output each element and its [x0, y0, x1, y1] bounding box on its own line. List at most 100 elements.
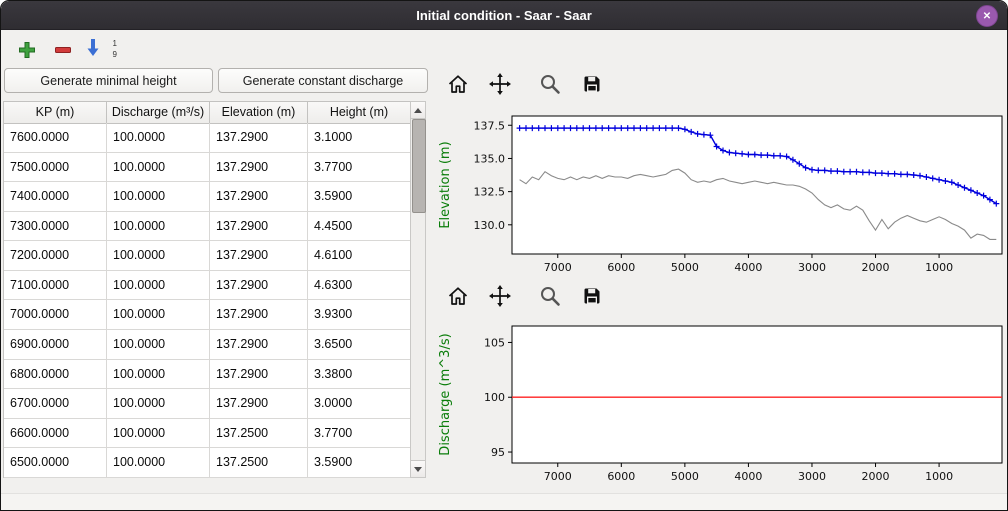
- table-row[interactable]: 7300.0000 100.0000 137.2900 4.4500: [4, 211, 411, 242]
- table-cell[interactable]: 137.2500: [210, 448, 308, 478]
- table-cell[interactable]: 6800.0000: [4, 359, 107, 390]
- plots-panel: 7000 6000 5000 4000 3000 2000 1000 130.0 132.5 13…: [433, 29, 1007, 494]
- table-cell[interactable]: 137.2900: [210, 152, 308, 183]
- table-cell[interactable]: 4.6100: [308, 241, 411, 271]
- table-header-row: KP (m) Discharge (m³/s) Elevation (m) Heigh…: [4, 101, 411, 124]
- scrollbar-thumb[interactable]: [412, 119, 426, 213]
- table-cell[interactable]: 100.0000: [107, 211, 210, 242]
- pan-button[interactable]: [487, 71, 513, 97]
- svg-text:137.5: 137.5: [474, 119, 506, 132]
- column-header[interactable]: Height (m): [308, 101, 411, 124]
- table-cell[interactable]: 137.2900: [210, 300, 308, 331]
- table-cell[interactable]: 137.2900: [210, 123, 308, 153]
- scroll-down-button[interactable]: [411, 460, 425, 477]
- table-row[interactable]: 6600.0000 100.0000 137.2500 3.7700: [4, 418, 411, 449]
- table-cell[interactable]: 7300.0000: [4, 211, 107, 242]
- table-row[interactable]: 7500.0000 100.0000 137.2900 3.7700: [4, 152, 411, 183]
- svg-text:3000: 3000: [798, 470, 826, 483]
- table-cell[interactable]: 100.0000: [107, 418, 210, 449]
- table-cell[interactable]: 7200.0000: [4, 241, 107, 271]
- remove-row-button[interactable]: [49, 37, 77, 65]
- table-row[interactable]: 6700.0000 100.0000 137.2900 3.0000: [4, 389, 411, 419]
- table-cell[interactable]: 7500.0000: [4, 152, 107, 183]
- table-cell[interactable]: 3.9300: [308, 300, 411, 331]
- table-cell[interactable]: 7400.0000: [4, 182, 107, 212]
- column-header[interactable]: Discharge (m³/s): [107, 101, 210, 124]
- table-row[interactable]: 7200.0000 100.0000 137.2900 4.6100: [4, 241, 411, 271]
- svg-text:7000: 7000: [544, 470, 572, 483]
- table-cell[interactable]: 137.2900: [210, 270, 308, 301]
- table-cell[interactable]: 7000.0000: [4, 300, 107, 331]
- generate-minimal-height-button[interactable]: Generate minimal height: [4, 68, 213, 93]
- title-bar[interactable]: Initial condition - Saar - Saar ✕: [1, 1, 1007, 30]
- table-cell[interactable]: 137.2900: [210, 359, 308, 390]
- pan-icon: [488, 73, 512, 99]
- table-cell[interactable]: 4.4500: [308, 211, 411, 242]
- table-vertical-scrollbar[interactable]: [410, 101, 426, 478]
- table-cell[interactable]: 7600.0000: [4, 123, 107, 153]
- table-cell[interactable]: 137.2900: [210, 330, 308, 360]
- sort-button[interactable]: 1 9: [85, 37, 119, 65]
- table-cell[interactable]: 6600.0000: [4, 418, 107, 449]
- table-row[interactable]: 6900.0000 100.0000 137.2900 3.6500: [4, 330, 411, 360]
- table-cell[interactable]: 100.0000: [107, 182, 210, 212]
- table-cell[interactable]: 6500.0000: [4, 448, 107, 478]
- table-row[interactable]: 7600.0000 100.0000 137.2900 3.1000: [4, 123, 411, 153]
- table-cell[interactable]: 3.3800: [308, 359, 411, 390]
- home-button[interactable]: [445, 283, 471, 309]
- table-cell[interactable]: 3.1000: [308, 123, 411, 153]
- table-cell[interactable]: 137.2900: [210, 241, 308, 271]
- discharge-plot-toolbar: [445, 283, 605, 309]
- table-row[interactable]: 7400.0000 100.0000 137.2900 3.5900: [4, 182, 411, 212]
- minus-icon: [53, 46, 73, 63]
- table-cell[interactable]: 3.5900: [308, 448, 411, 478]
- svg-text:3000: 3000: [798, 261, 826, 274]
- table-cell[interactable]: 3.5900: [308, 182, 411, 212]
- table-cell[interactable]: 100.0000: [107, 123, 210, 153]
- home-icon: [446, 287, 470, 311]
- table-row[interactable]: 7000.0000 100.0000 137.2900 3.9300: [4, 300, 411, 331]
- table-row[interactable]: 6800.0000 100.0000 137.2900 3.3800: [4, 359, 411, 390]
- table-cell[interactable]: 3.0000: [308, 389, 411, 419]
- elevation-plot-canvas[interactable]: 7000 6000 5000 4000 3000 2000 1000 130.0 132.5 13…: [433, 107, 1007, 289]
- svg-text:5000: 5000: [671, 261, 699, 274]
- table-cell[interactable]: 3.7700: [308, 418, 411, 449]
- status-bar: [1, 493, 1007, 510]
- discharge-plot-canvas[interactable]: 7000 6000 5000 4000 3000 2000 1000 95 100 105 Disc…: [433, 321, 1007, 503]
- magnifier-icon: [538, 75, 562, 99]
- zoom-button[interactable]: [537, 283, 563, 309]
- table-cell[interactable]: 137.2900: [210, 211, 308, 242]
- close-icon: ✕: [982, 10, 992, 22]
- close-button[interactable]: ✕: [976, 5, 998, 27]
- column-header[interactable]: Elevation (m): [210, 101, 308, 124]
- save-button[interactable]: [579, 283, 605, 309]
- zoom-button[interactable]: [537, 71, 563, 97]
- table-cell[interactable]: 100.0000: [107, 448, 210, 478]
- table-cell[interactable]: 100.0000: [107, 152, 210, 183]
- table-cell[interactable]: 137.2500: [210, 418, 308, 449]
- table-cell[interactable]: 3.7700: [308, 152, 411, 183]
- table-cell[interactable]: 100.0000: [107, 270, 210, 301]
- table-row[interactable]: 6500.0000 100.0000 137.2500 3.5900: [4, 448, 411, 478]
- home-button[interactable]: [445, 71, 471, 97]
- table-cell[interactable]: 6900.0000: [4, 330, 107, 360]
- scroll-up-button[interactable]: [411, 102, 425, 119]
- table-cell[interactable]: 100.0000: [107, 389, 210, 419]
- table-cell[interactable]: 100.0000: [107, 330, 210, 360]
- generate-constant-discharge-button[interactable]: Generate constant discharge: [218, 68, 428, 93]
- pan-button[interactable]: [487, 283, 513, 309]
- table-cell[interactable]: 137.2900: [210, 389, 308, 419]
- table-cell[interactable]: 137.2900: [210, 182, 308, 212]
- table-cell[interactable]: 100.0000: [107, 241, 210, 271]
- table-cell[interactable]: 100.0000: [107, 359, 210, 390]
- table-cell[interactable]: 7100.0000: [4, 270, 107, 301]
- table-cell[interactable]: 4.6300: [308, 270, 411, 301]
- add-row-button[interactable]: [13, 37, 41, 65]
- table-cell[interactable]: 3.6500: [308, 330, 411, 360]
- table-row[interactable]: 7100.0000 100.0000 137.2900 4.6300: [4, 270, 411, 301]
- table-cell[interactable]: 6700.0000: [4, 389, 107, 419]
- svg-text:1000: 1000: [925, 470, 953, 483]
- save-button[interactable]: [579, 71, 605, 97]
- table-cell[interactable]: 100.0000: [107, 300, 210, 331]
- column-header[interactable]: KP (m): [4, 101, 107, 124]
